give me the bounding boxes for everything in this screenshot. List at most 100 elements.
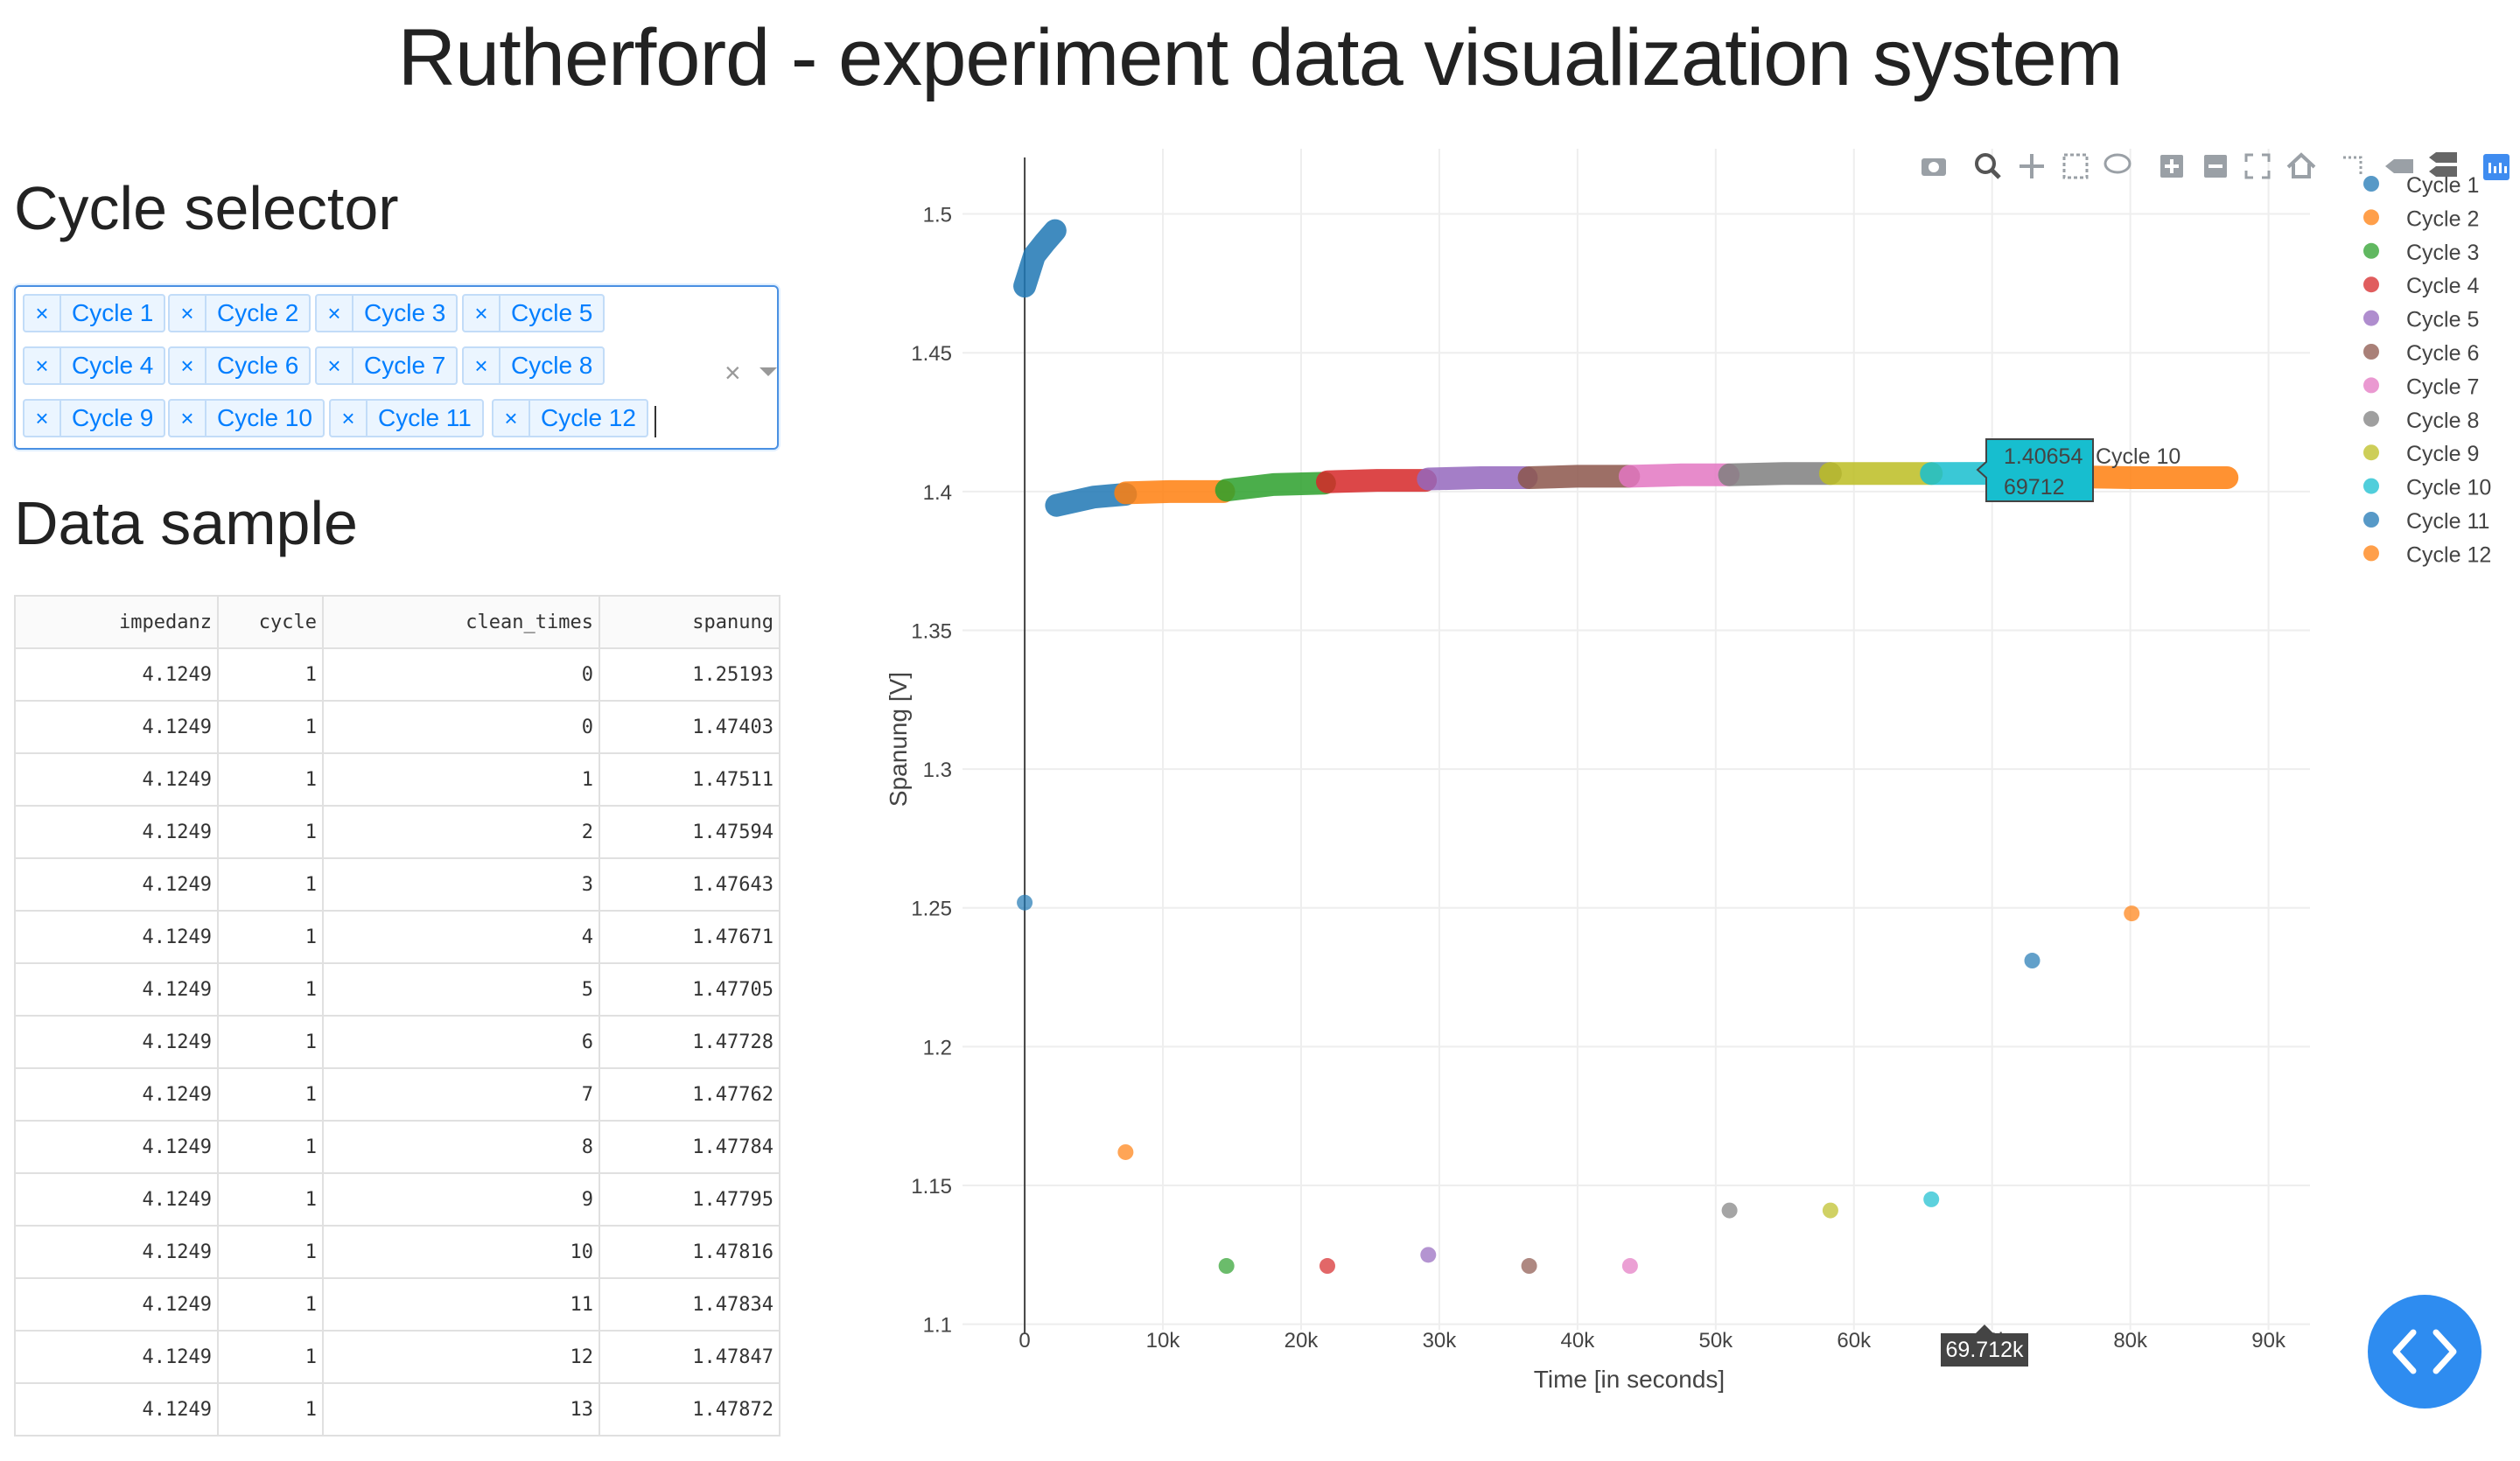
code-toggle-button[interactable] bbox=[2368, 1295, 2482, 1409]
table-row: 4.1249 1 7 1.47762 bbox=[14, 1067, 780, 1122]
series-start-point[interactable] bbox=[1822, 1202, 1838, 1219]
cycle-selector-heading: Cycle selector bbox=[14, 174, 399, 242]
column-header[interactable]: spanung bbox=[598, 595, 780, 649]
lasso-icon[interactable] bbox=[2104, 153, 2132, 174]
legend-item[interactable]: Cycle 11 bbox=[2363, 509, 2489, 534]
table-cell: 1 bbox=[217, 1382, 324, 1437]
series-start-point[interactable] bbox=[2024, 953, 2040, 969]
legend-item[interactable]: Cycle 8 bbox=[2363, 409, 2479, 433]
hover-compare-icon[interactable] bbox=[2429, 152, 2457, 177]
legend-item[interactable]: Cycle 5 bbox=[2363, 308, 2479, 332]
remove-chip-icon[interactable]: × bbox=[464, 348, 500, 383]
table-cell: 8 bbox=[322, 1120, 600, 1174]
zoom-out-icon[interactable] bbox=[2204, 155, 2227, 178]
series-start-point[interactable] bbox=[1923, 1191, 1940, 1207]
autoscale-icon[interactable] bbox=[2244, 153, 2271, 179]
table-cell: 1 bbox=[217, 1120, 324, 1174]
camera-icon[interactable] bbox=[1922, 158, 1946, 176]
chevron-down-icon[interactable] bbox=[760, 367, 777, 376]
table-cell: 4.1249 bbox=[14, 857, 219, 912]
hover-closest-icon[interactable] bbox=[2385, 159, 2413, 173]
zoom-in-icon[interactable] bbox=[2160, 155, 2183, 178]
table-cell: 1 bbox=[217, 1225, 324, 1279]
y-tick-label: 1.25 bbox=[911, 898, 952, 921]
legend-item[interactable]: Cycle 4 bbox=[2363, 274, 2479, 298]
table-cell: 1.47728 bbox=[598, 1015, 780, 1069]
chip-label: Cycle 6 bbox=[217, 352, 299, 379]
series-trace[interactable] bbox=[1114, 479, 1236, 505]
zoom-icon[interactable] bbox=[1975, 153, 2001, 179]
table-cell: 1 bbox=[217, 962, 324, 1017]
legend-label: Cycle 1 bbox=[2406, 173, 2479, 198]
plotly-logo-icon[interactable] bbox=[2483, 154, 2510, 180]
clear-all-icon[interactable]: × bbox=[724, 357, 741, 388]
series-start-point[interactable] bbox=[1521, 1258, 1537, 1275]
column-header[interactable]: clean_times bbox=[322, 595, 600, 649]
series-start-point[interactable] bbox=[1017, 894, 1033, 911]
remove-chip-icon[interactable]: × bbox=[317, 296, 354, 331]
remove-chip-icon[interactable]: × bbox=[170, 348, 206, 383]
selected-cycle-chip: × Cycle 12 bbox=[492, 399, 648, 437]
series-trace[interactable] bbox=[1214, 472, 1336, 502]
chip-label: Cycle 4 bbox=[72, 352, 154, 379]
series-start-point[interactable] bbox=[2124, 905, 2140, 922]
remove-chip-icon[interactable]: × bbox=[317, 348, 354, 383]
table-cell: 4.1249 bbox=[14, 805, 219, 859]
remove-chip-icon[interactable]: × bbox=[24, 296, 61, 331]
remove-chip-icon[interactable]: × bbox=[494, 401, 530, 436]
table-cell: 1.47816 bbox=[598, 1225, 780, 1279]
column-header[interactable]: cycle bbox=[217, 595, 324, 649]
series-trace[interactable] bbox=[1517, 465, 1641, 489]
series-trace[interactable] bbox=[1618, 463, 1740, 488]
table-cell: 1.47403 bbox=[598, 700, 780, 754]
table-row: 4.1249 1 4 1.47671 bbox=[14, 910, 780, 964]
series-start-point[interactable] bbox=[1218, 1258, 1235, 1275]
table-row: 4.1249 1 0 1.47403 bbox=[14, 700, 780, 754]
reset-axes-icon[interactable] bbox=[2286, 152, 2316, 178]
remove-chip-icon[interactable]: × bbox=[170, 296, 206, 331]
series-start-point[interactable] bbox=[1721, 1202, 1738, 1219]
legend-item[interactable]: Cycle 7 bbox=[2363, 374, 2479, 399]
legend-item[interactable]: Cycle 10 bbox=[2363, 476, 2491, 500]
legend-item[interactable]: Cycle 2 bbox=[2363, 206, 2479, 231]
series-trace[interactable] bbox=[1013, 219, 1067, 298]
table-cell: 1.47834 bbox=[598, 1277, 780, 1332]
legend-label: Cycle 3 bbox=[2406, 241, 2479, 265]
x-tick-label: 50k bbox=[1698, 1329, 1733, 1353]
y-tick-label: 1.4 bbox=[923, 481, 952, 505]
series-start-point[interactable] bbox=[1621, 1258, 1638, 1275]
series-trace[interactable] bbox=[1315, 469, 1438, 493]
chip-label: Cycle 12 bbox=[541, 404, 636, 431]
column-header[interactable]: impedanz bbox=[14, 595, 219, 649]
pan-icon[interactable] bbox=[2020, 154, 2044, 178]
hover-series-name: Cycle 10 bbox=[2096, 444, 2180, 469]
series-trace[interactable] bbox=[1417, 465, 1538, 491]
spike-lines-icon[interactable] bbox=[2343, 156, 2362, 177]
legend-item[interactable]: Cycle 6 bbox=[2363, 341, 2479, 366]
text-cursor bbox=[654, 406, 656, 437]
plot-modebar bbox=[1922, 152, 2510, 180]
box-select-icon[interactable] bbox=[2062, 153, 2089, 179]
remove-chip-icon[interactable]: × bbox=[464, 296, 500, 331]
remove-chip-icon[interactable]: × bbox=[24, 348, 61, 383]
table-cell: 1.47705 bbox=[598, 962, 780, 1017]
series-start-point[interactable] bbox=[1420, 1247, 1437, 1263]
table-row: 4.1249 1 13 1.47872 bbox=[14, 1382, 780, 1437]
series-start-point[interactable] bbox=[1117, 1143, 1134, 1160]
legend-item[interactable]: Cycle 3 bbox=[2363, 241, 2479, 265]
cycle-multi-select[interactable]: × Cycle 1 × Cycle 2 × Cycle 3 × Cycle 5 × Cycle 4… bbox=[14, 285, 779, 450]
remove-chip-icon[interactable]: × bbox=[331, 401, 368, 436]
table-cell: 1.47671 bbox=[598, 910, 780, 964]
series-trace[interactable] bbox=[1718, 462, 1842, 486]
table-cell: 4.1249 bbox=[14, 1067, 219, 1122]
selected-cycle-chip: × Cycle 8 bbox=[462, 346, 606, 385]
table-cell: 1 bbox=[217, 805, 324, 859]
legend-item[interactable]: Cycle 9 bbox=[2363, 442, 2479, 466]
legend-item[interactable]: Cycle 1 bbox=[2363, 173, 2479, 198]
legend-item[interactable]: Cycle 12 bbox=[2363, 542, 2491, 567]
remove-chip-icon[interactable]: × bbox=[24, 401, 61, 436]
remove-chip-icon[interactable]: × bbox=[170, 401, 206, 436]
series-start-point[interactable] bbox=[1319, 1258, 1335, 1275]
table-cell: 7 bbox=[322, 1067, 600, 1122]
